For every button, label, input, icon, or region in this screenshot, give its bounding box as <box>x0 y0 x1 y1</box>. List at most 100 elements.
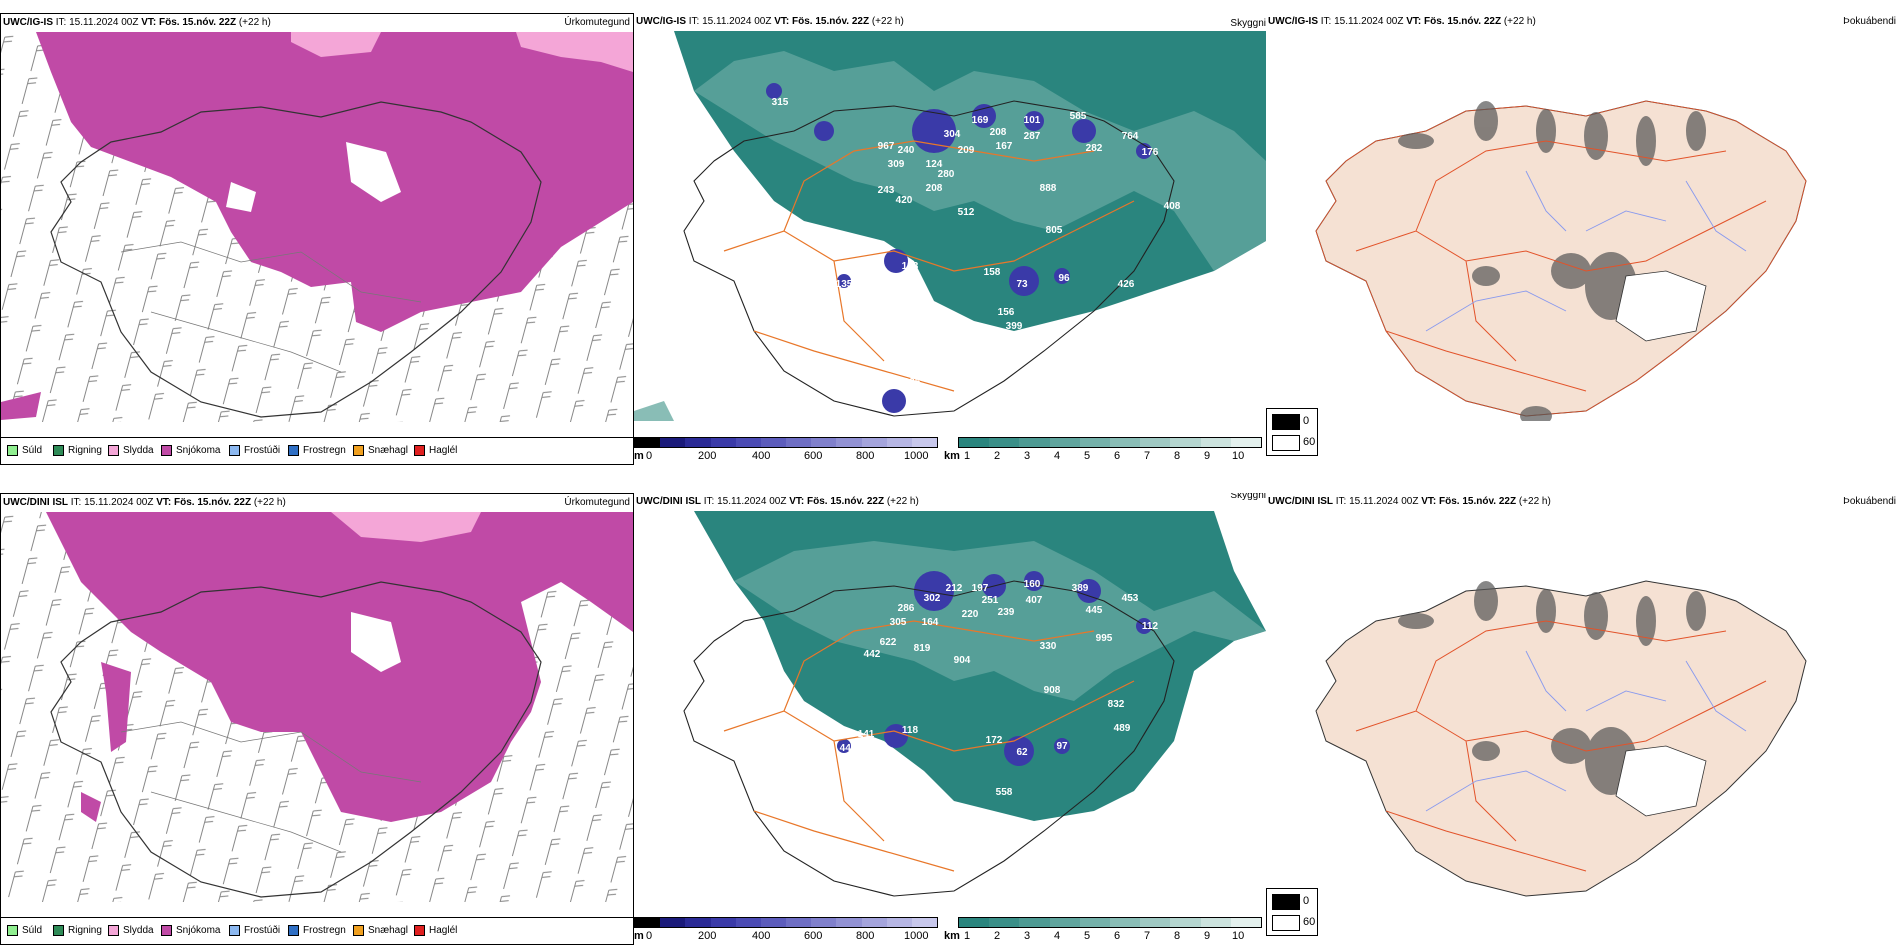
fog-panel-row1: UWC/IG-IS IT: 15.11.2024 00Z VT: Fös. 15… <box>1266 13 1900 465</box>
cloud-base-unit: m <box>634 930 644 942</box>
cloud-base-tick: 400 <box>752 450 771 462</box>
cloud-base-value: 995 <box>1096 633 1113 644</box>
visibility-tick: 4 <box>1054 450 1061 462</box>
fog-key: 0 60 <box>1266 888 1318 936</box>
visibility-tick: 3 <box>1024 450 1031 462</box>
cloud-base-value: 97 <box>1056 741 1068 752</box>
cloud-base-tick: 200 <box>698 930 717 942</box>
roads <box>723 620 1135 872</box>
visibility-tick: 8 <box>1174 450 1181 462</box>
cloud-base-tick: 0 <box>646 930 653 942</box>
visibility-tick: 10 <box>1232 930 1245 942</box>
cloud-base-value: 453 <box>1122 593 1139 604</box>
legend-item: Snjókoma <box>161 925 220 936</box>
cloud-base-value: 832 <box>1108 699 1125 710</box>
cloud-base-value: 287 <box>1024 131 1041 142</box>
panel-title: UWC/IG-IS IT: 15.11.2024 00Z VT: Fös. 15… <box>636 16 904 27</box>
cloud-vis-map: 315 967 240 309 124 280 208 243 420 512 … <box>634 31 1266 421</box>
legend-item: Slydda <box>108 925 154 936</box>
cloud-base-value: 407 <box>1026 595 1043 606</box>
cloud-base-value: 240 <box>898 145 915 156</box>
fog-key-label: 60 <box>1303 916 1316 928</box>
cloud-base-unit: m <box>634 450 644 462</box>
cloud-base-value: 558 <box>996 787 1013 798</box>
visibility-tick: 8 <box>1174 930 1181 942</box>
cloud-base-value: 183 <box>902 261 919 272</box>
cloud-base-value: 92 <box>928 397 940 408</box>
precip-map <box>1 32 633 422</box>
visibility-tick: 4 <box>1054 930 1061 942</box>
cloud-base-value: 176 <box>1142 147 1159 158</box>
roads <box>1355 140 1767 392</box>
cloud-base-value: 143 <box>858 257 875 268</box>
sleet-area <box>331 512 481 542</box>
visibility-tick: 7 <box>1144 930 1151 942</box>
rivers <box>1425 170 1747 332</box>
cloud-base-value: 243 <box>878 185 895 196</box>
cloud-base-value: 118 <box>902 725 919 736</box>
legend-item: Frostregn <box>288 925 346 936</box>
legend-item: Súld <box>7 925 42 936</box>
visibility-colorbar <box>958 917 1262 928</box>
visibility-tick: 7 <box>1144 450 1151 462</box>
legend-item: Snæhagl <box>353 925 408 936</box>
cloud-base-value: 156 <box>998 307 1015 318</box>
precip-type-panel-row2: UWC/DINI ISL IT: 15.11.2024 00Z VT: Fös.… <box>0 493 634 945</box>
rivers <box>1425 650 1747 812</box>
legend-item: Snæhagl <box>353 445 408 456</box>
cloud-base-value: 282 <box>1086 143 1103 154</box>
visibility-tick: 1 <box>964 450 971 462</box>
visibility-tick: 5 <box>1084 450 1091 462</box>
panel-type-label: Úrkomutegund <box>564 497 630 508</box>
fog-key: 0 60 <box>1266 408 1318 456</box>
cloud-base-value: 167 <box>996 141 1013 152</box>
cloud-base-value: 489 <box>1114 723 1131 734</box>
cloud-base-colorbar <box>634 917 938 928</box>
cloud-base-value: 408 <box>1164 201 1181 212</box>
panel-title: UWC/DINI ISL IT: 15.11.2024 00Z VT: Fös.… <box>1268 496 1551 507</box>
cloud-base-value: 101 <box>1024 115 1041 126</box>
legend-item: Slydda <box>108 445 154 456</box>
cloud-base-value: 967 <box>878 141 895 152</box>
cloud-base-tick: 200 <box>698 450 717 462</box>
cloud-base-value: 195 <box>904 377 921 388</box>
cloud-vis-map: 286 305 622 442 164 819 904 302 212 197 … <box>683 511 1266 897</box>
panel-type-label: Þokuábendi <box>1843 496 1896 507</box>
cloud-base-value: 286 <box>898 603 915 614</box>
cloud-base-value: 62 <box>1016 747 1028 758</box>
cloud-base-tick: 600 <box>804 450 823 462</box>
precip-legend: Súld Rigning Slydda Snjókoma Frostúði Fr… <box>1 437 633 464</box>
cloud-base-value: 420 <box>896 195 913 206</box>
cloud-base-values: 315 967 240 309 124 280 208 243 420 512 … <box>772 97 1181 410</box>
precip-type-panel-row1: UWC/IG-IS IT: 15.11.2024 00Z VT: Fös. 15… <box>0 13 634 465</box>
cloud-base-tick: 1000 <box>904 930 929 942</box>
cloud-base-tick: 800 <box>856 450 875 462</box>
panel-title: UWC/DINI ISL IT: 15.11.2024 00Z VT: Fös.… <box>636 496 919 507</box>
iceland-outline <box>683 580 1175 897</box>
snow-area <box>36 32 633 332</box>
cloud-base-value: 764 <box>1122 131 1139 142</box>
iceland-outline <box>50 101 542 418</box>
panel-title: UWC/DINI ISL IT: 15.11.2024 00Z VT: Fös.… <box>3 497 286 508</box>
visibility-tick: 6 <box>1114 450 1121 462</box>
cloud-base-value: 158 <box>984 267 1001 278</box>
panel-type-label: Þokuábendi <box>1843 16 1896 27</box>
cloud-base-tick: 1000 <box>904 450 929 462</box>
cloud-base-value: 141 <box>858 729 875 740</box>
legend-item: Rigning <box>53 445 102 456</box>
cloud-base-value: 124 <box>926 159 943 170</box>
fog-key-label: 0 <box>1303 895 1310 907</box>
cloud-base-value: 172 <box>986 735 1003 746</box>
cloud-base-value: 208 <box>926 183 943 194</box>
cloud-base-value: 70 <box>906 399 918 410</box>
cloud-base-value: 239 <box>998 607 1015 618</box>
visibility-tick: 2 <box>994 450 1001 462</box>
cloud-vis-panel-row1: UWC/IG-IS IT: 15.11.2024 00Z VT: Fös. 15… <box>634 13 1266 465</box>
cloud-base-value: 819 <box>914 643 931 654</box>
cloud-base-value: 73 <box>1016 279 1028 290</box>
cloud-base-values: 286 305 622 442 164 819 904 302 212 197 … <box>840 579 1159 798</box>
panel-title: UWC/IG-IS IT: 15.11.2024 00Z VT: Fös. 15… <box>3 17 271 28</box>
cloud-base-value: 442 <box>864 649 881 660</box>
legend-item: Frostregn <box>288 445 346 456</box>
cloud-base-tick: 0 <box>646 450 653 462</box>
